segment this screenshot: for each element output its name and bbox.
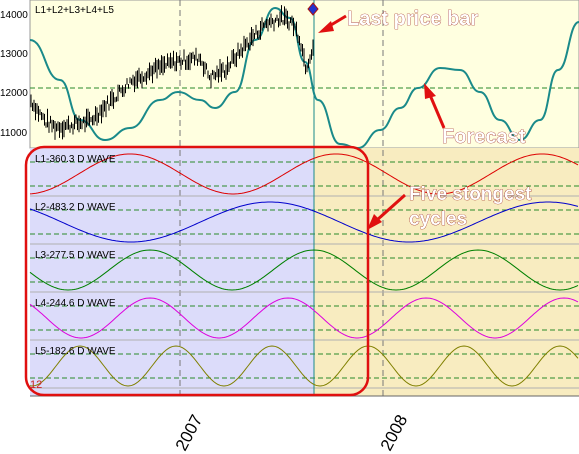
- arrow-cycles: [367, 193, 406, 230]
- forecast-series: [29, 6, 579, 150]
- annotation-cycles-line2: cycles: [409, 209, 467, 230]
- wave-label-l1: L1-360.3 D WAVE: [35, 154, 116, 165]
- wave-series-5: [29, 345, 579, 387]
- y-tick-label: 14000: [0, 10, 28, 21]
- history-region: [30, 148, 314, 396]
- y-tick-label: 11000: [0, 128, 28, 139]
- main-panel-label: L1+L2+L3+L4+L5: [35, 5, 114, 16]
- last-price-marker-icon: [307, 2, 319, 16]
- wave-label-l4: L4-244.6 D WAVE: [35, 298, 116, 309]
- cycles-highlight-box: [24, 145, 370, 397]
- corner-label: 12: [30, 379, 42, 391]
- annotation-cycles-line1: Five stongest: [409, 184, 532, 205]
- y-tick-label: 13000: [0, 49, 28, 60]
- arrow-forecast: [424, 83, 446, 129]
- wave-series-2: [29, 201, 579, 243]
- wave-label-l2: L2-483.2 D WAVE: [35, 202, 116, 213]
- wave-label-l3: L3-277.5 D WAVE: [35, 250, 116, 261]
- wave-series-1: [29, 153, 579, 195]
- annotation-forecast: Forecast: [442, 126, 526, 148]
- arrow-last-price: [318, 14, 347, 33]
- wave-series-4: [29, 297, 579, 339]
- main-panel-background: [29, 0, 579, 149]
- series-layer: [29, 5, 579, 387]
- wave-series-3: [29, 249, 579, 291]
- y-tick-label: 12000: [0, 88, 28, 99]
- annotation-last-price-bar: Last price bar: [347, 8, 478, 30]
- wave-label-l5: L5-182.6 D WAVE: [35, 346, 116, 357]
